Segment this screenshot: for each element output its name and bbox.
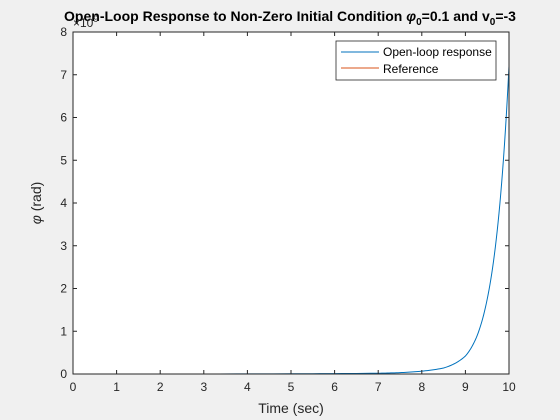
plot-frame	[72, 31, 510, 375]
x-tick-label: 10	[502, 380, 516, 394]
y-axis-label-unit: (rad)	[28, 182, 44, 215]
y-tick-label: 3	[60, 239, 67, 253]
x-tick-label: 4	[244, 380, 251, 394]
y-tick-label: 4	[60, 196, 67, 210]
y-axis-label-symbol: φ	[28, 215, 44, 224]
x-tick-label: 1	[113, 380, 120, 394]
title-main: Open-Loop Response to Non-Zero Initial C…	[64, 8, 406, 24]
legend-box	[335, 40, 497, 81]
y-tick-label: 8	[60, 25, 67, 39]
y-axis-label: φ (rad)	[28, 182, 44, 225]
x-axis-label: Time (sec)	[258, 400, 324, 416]
x-tick-label: 8	[418, 380, 425, 394]
title-phi: φ	[406, 8, 416, 24]
x-tick-label: 0	[70, 380, 77, 394]
y-exponent: ×109	[73, 14, 98, 30]
legend: Open-loop response Reference	[335, 40, 497, 81]
x-tick-label: 2	[157, 380, 164, 394]
x-tick-label: 3	[200, 380, 207, 394]
chart-title: Open-Loop Response to Non-Zero Initial C…	[64, 8, 516, 28]
y-tick-label: 0	[60, 367, 67, 381]
x-tick-label: 5	[288, 380, 295, 394]
y-exponent-power: 9	[93, 14, 98, 24]
tick-layer: 0 1 2 3 4 5 6 7 8 9 10 0 1 2 3 4 5 6 7 8	[60, 25, 516, 394]
x-tick-label: 6	[331, 380, 338, 394]
legend-label-open-loop: Open-loop response	[383, 45, 492, 59]
y-exponent-base: ×10	[73, 16, 94, 30]
y-tick-label: 2	[60, 282, 67, 296]
title-v-val: =-3	[495, 8, 516, 24]
x-tick-label: 9	[462, 380, 469, 394]
y-tick-label: 6	[60, 111, 67, 125]
y-tick-label: 1	[60, 324, 67, 338]
title-phi-val: =0.1 and v	[422, 8, 490, 24]
y-tick-label: 5	[60, 153, 67, 167]
title-v-sub: 0	[490, 17, 496, 28]
y-tick-label: 7	[60, 68, 67, 82]
title-phi-sub: 0	[416, 17, 422, 28]
plot-area	[73, 32, 509, 374]
x-tick-label: 7	[375, 380, 382, 394]
legend-label-reference: Reference	[383, 62, 439, 76]
